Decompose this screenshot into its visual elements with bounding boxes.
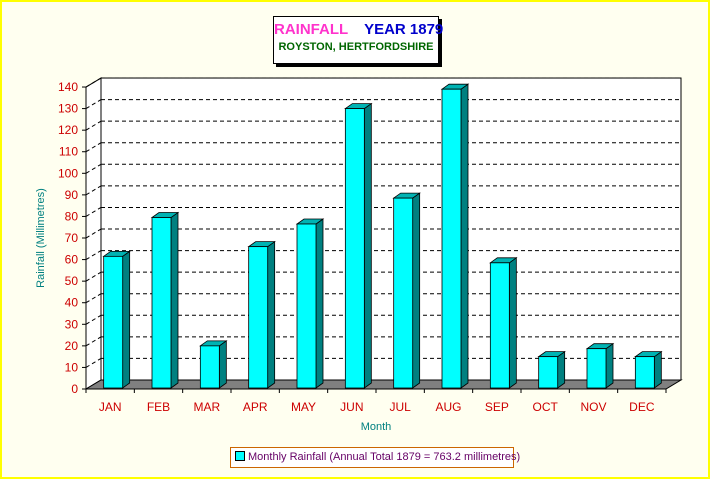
chart-title-word: RAINFALL: [274, 21, 348, 38]
y-tick-label: 120: [58, 123, 78, 137]
y-tick-label: 60: [65, 253, 79, 267]
bar: [103, 255, 124, 389]
gridline-side: [85, 271, 102, 282]
x-tick-label: OCT: [532, 400, 558, 414]
y-axis-title: Rainfall (Millimetres): [35, 188, 47, 288]
chart-subtitle: ROYSTON, HERTFORDSHIRE: [278, 41, 434, 53]
x-tick-label: APR: [243, 400, 268, 414]
y-tick-label: 90: [65, 188, 79, 202]
x-tick-label: MAR: [193, 400, 220, 414]
y-tick-label: 20: [65, 339, 79, 353]
bar: [489, 262, 510, 389]
chart-title-box: RAINFALL YEAR 1879 ROYSTON, HERTFORDSHIR…: [273, 16, 443, 64]
y-tick-label: 140: [58, 80, 78, 94]
x-tick-label: DEC: [629, 400, 655, 414]
bar-side: [460, 83, 469, 389]
bar-side: [267, 240, 276, 389]
gridline-side: [85, 250, 102, 261]
bar-side: [363, 102, 372, 389]
gridline-side: [85, 77, 102, 88]
bar: [296, 223, 317, 389]
bar: [393, 197, 414, 389]
y-tick-label: 70: [65, 231, 79, 245]
gridline-side: [85, 336, 102, 347]
x-tick-label: MAY: [291, 400, 316, 414]
bar-side: [605, 342, 614, 389]
y-tick-label: 40: [65, 296, 79, 310]
gridline-side: [85, 207, 102, 217]
legend-entry: Monthly Rainfall (Annual Total 1879 = 76…: [248, 451, 521, 463]
bar: [344, 108, 365, 389]
x-tick-label: FEB: [147, 400, 170, 414]
bar-side: [557, 350, 566, 389]
x-tick-label: SEP: [485, 400, 509, 414]
bar: [634, 356, 655, 389]
bar-side: [218, 340, 227, 389]
gridline-side: [85, 185, 102, 196]
x-tick-label: AUG: [435, 400, 461, 414]
y-tick-label: 100: [58, 166, 78, 180]
chart-title-year: YEAR 1879: [364, 21, 444, 38]
bar: [586, 348, 607, 389]
x-tick-label: NOV: [580, 400, 606, 414]
y-tick-label: 110: [59, 145, 78, 159]
gridline-side: [85, 314, 102, 325]
bar: [538, 356, 559, 389]
gridline-side: [85, 120, 102, 131]
gridline-side: [85, 142, 102, 153]
y-tick-label: 0: [71, 382, 78, 396]
gridline-side: [85, 228, 102, 239]
gridline-side: [85, 99, 102, 110]
bar-side: [170, 211, 179, 389]
bar: [199, 345, 220, 389]
gridline-side: [85, 293, 102, 304]
y-tick-label: 80: [65, 209, 79, 223]
x-tick-label: JUN: [340, 400, 363, 414]
bar-side: [653, 350, 662, 389]
gridline-side: [85, 163, 102, 174]
bar-side: [315, 218, 324, 389]
x-axis-title: Month: [361, 421, 392, 433]
y-tick-label: 130: [58, 102, 78, 116]
legend: Monthly Rainfall (Annual Total 1879 = 76…: [230, 447, 520, 468]
x-tick-label: JUL: [389, 400, 411, 414]
bar: [248, 246, 269, 389]
gridline-side: [85, 358, 102, 368]
bar-side: [122, 250, 131, 389]
bar: [151, 217, 172, 389]
bar-side: [508, 257, 517, 389]
chart-title: RAINFALL YEAR 1879: [274, 21, 443, 38]
legend-swatch: [235, 451, 245, 461]
bar-side: [412, 192, 421, 389]
bar: [441, 88, 462, 389]
y-tick-label: 30: [65, 317, 79, 331]
y-tick-label: 50: [65, 274, 79, 288]
y-tick-label: 10: [65, 360, 79, 374]
x-tick-label: JAN: [99, 400, 122, 414]
